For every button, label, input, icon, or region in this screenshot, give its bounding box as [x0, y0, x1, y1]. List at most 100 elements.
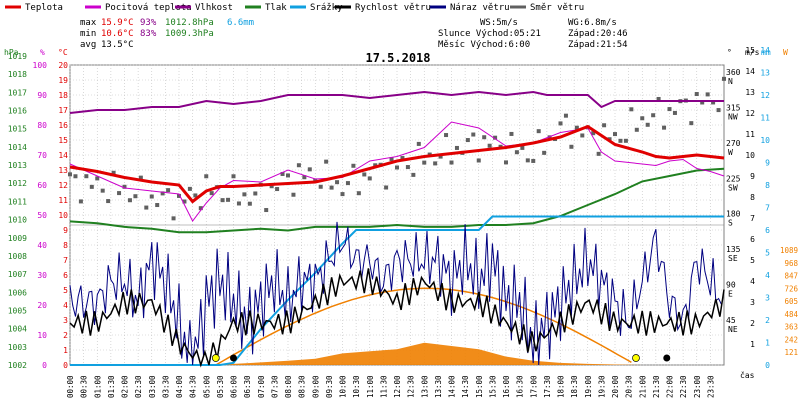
wind-dir-dot: [433, 161, 438, 166]
tick-dir-2: 270: [726, 139, 741, 148]
tick-ms-3: 12: [745, 109, 755, 118]
tick-ms-6: 9: [750, 172, 755, 181]
tick-ms-2: 13: [745, 88, 755, 97]
tick-ms-1: 14: [745, 67, 755, 76]
x-axis-label: čas: [740, 370, 755, 380]
left-axes: 2019181716151413121110987654321010090807…: [8, 52, 68, 370]
wind-dir-dot: [711, 100, 716, 105]
stats-rain-total: 6.6mm: [227, 18, 254, 28]
stats-avg-label: avg: [80, 40, 96, 50]
wind-dir-dot: [127, 198, 132, 203]
wind-dir-dot: [487, 143, 492, 148]
wind-dir-dot: [645, 122, 650, 127]
wind-dir-dot: [618, 138, 623, 143]
tick-c-6: 14: [58, 151, 68, 160]
wind-dir-dot: [89, 184, 94, 189]
tick-pct-9: 10: [37, 331, 47, 340]
tick-c-19: 1: [63, 346, 68, 355]
tick-ms-14: 1: [750, 340, 755, 349]
wind-dir-dot: [84, 174, 89, 179]
wind-dir-dot: [520, 145, 525, 150]
tick-x-24: 12:00: [393, 375, 402, 398]
tick-dir-5: 135: [726, 245, 741, 254]
wind-dir-dot: [465, 138, 470, 143]
tick-c-12: 8: [63, 241, 68, 250]
wind-dir-dot: [694, 92, 699, 97]
wind-dir-dot: [95, 176, 100, 181]
wind-dir-dot: [651, 113, 656, 118]
tick-x-22: 11:00: [366, 375, 375, 398]
tick-pct-1: 90: [37, 91, 47, 100]
tick-mm-4: 10: [760, 136, 770, 145]
wind-dir-dot: [133, 194, 138, 199]
tick-x-38: 19:00: [584, 375, 593, 398]
stats-moonrise: Měsíc Východ:6:00: [438, 40, 530, 50]
tick-c-17: 3: [63, 316, 68, 325]
tick-c-16: 4: [63, 301, 68, 310]
tick-x-5: 02:30: [134, 375, 143, 398]
wind-dir-dot: [574, 125, 579, 130]
tick-mm-9: 5: [765, 249, 770, 258]
tick-w-3: 726: [784, 284, 798, 293]
axis-title-watt: W: [783, 48, 788, 57]
tick-dir-name-6: E: [728, 290, 733, 299]
series-layer: [68, 76, 726, 368]
wind-dir-dot: [416, 141, 421, 146]
tick-mm-8: 6: [765, 226, 770, 235]
tick-hpa-16: 1003: [8, 343, 27, 352]
wind-dir-dot: [563, 113, 568, 118]
tick-ms-5: 10: [745, 151, 755, 160]
tick-c-3: 17: [58, 106, 68, 115]
wind-dir-dot: [264, 208, 269, 213]
legend-label-3: Tlak: [265, 3, 287, 13]
tick-pct-6: 40: [37, 241, 47, 250]
tick-x-15: 07:30: [270, 375, 279, 398]
wind-dir-dot: [373, 163, 378, 168]
wind-dir-dot: [640, 116, 645, 121]
wind-dir-dot: [629, 107, 634, 112]
tick-ms-8: 7: [750, 214, 755, 223]
tick-dir-4: 180: [726, 210, 741, 219]
tick-ms-4: 11: [745, 130, 755, 139]
wind-dir-dot: [144, 205, 149, 210]
tick-x-2: 01:00: [93, 375, 102, 398]
tick-x-13: 06:30: [243, 375, 252, 398]
series-temperature: [69, 124, 725, 204]
wind-dir-dot: [569, 144, 574, 149]
tick-x-27: 13:30: [434, 375, 443, 398]
wind-dir-dot: [100, 188, 105, 193]
tick-w-6: 363: [784, 323, 798, 332]
tick-x-28: 14:00: [448, 375, 457, 398]
stats-avg-temp: 13.5°C: [101, 40, 134, 50]
tick-x-31: 15:30: [488, 375, 497, 398]
tick-dir-6: 90: [726, 281, 736, 290]
tick-c-20: 0: [63, 361, 68, 370]
tick-c-2: 18: [58, 91, 68, 100]
tick-hpa-1: 1018: [8, 70, 27, 79]
tick-x-36: 18:00: [557, 375, 566, 398]
tick-w-1: 968: [784, 259, 798, 268]
wind-dir-dot: [504, 160, 508, 165]
wind-dir-dot: [111, 170, 116, 175]
stats-max-temp: 15.9°C: [101, 18, 134, 28]
wind-dir-dot: [580, 133, 585, 138]
wind-dir-dot: [705, 92, 710, 97]
wind-dir-dot: [471, 132, 476, 137]
wind-dir-dot: [73, 174, 78, 179]
tick-hpa-12: 1007: [8, 270, 27, 279]
wind-dir-dot: [269, 184, 274, 189]
tick-x-14: 07:00: [257, 375, 266, 398]
wind-dir-dot: [591, 131, 596, 136]
tick-x-19: 09:30: [325, 375, 334, 398]
tick-dir-7: 45: [726, 316, 736, 325]
wind-dir-dot: [149, 194, 154, 199]
tick-c-7: 13: [58, 166, 68, 175]
tick-x-18: 09:00: [311, 375, 320, 398]
wind-dir-dot: [482, 135, 487, 140]
tick-dir-name-5: SE: [728, 254, 738, 263]
wind-dir-dot: [689, 121, 694, 126]
tick-x-6: 03:00: [148, 375, 157, 398]
tick-dir-name-7: NE: [728, 325, 738, 334]
wind-dir-dot: [340, 192, 345, 197]
tick-pct-8: 20: [37, 301, 47, 310]
